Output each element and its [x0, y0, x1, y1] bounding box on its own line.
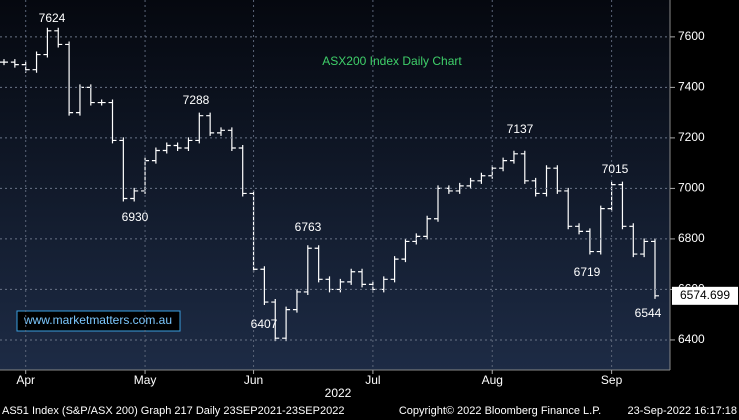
x-axis-label: 2022 [325, 386, 352, 400]
footer-center: Copyright© 2022 Bloomberg Finance L.P. [399, 405, 601, 417]
x-tick-label: Jun [244, 373, 263, 387]
price-bar [336, 278, 345, 293]
price-bar [119, 137, 128, 202]
y-tick-label: 7200 [678, 130, 705, 144]
last-price: 6574.699 [680, 288, 730, 302]
price-bar [640, 238, 649, 258]
price-bar [618, 181, 627, 230]
y-tick-label: 6400 [678, 332, 705, 346]
price-bar [358, 268, 367, 288]
price-bar [130, 187, 139, 202]
price-bar [173, 142, 182, 151]
price-bar [477, 172, 486, 184]
price-bar [542, 165, 551, 197]
price-bar [585, 228, 594, 255]
y-tick-label: 7600 [678, 29, 705, 43]
x-tick-label: Jul [365, 373, 380, 387]
x-tick-label: Aug [482, 373, 503, 387]
price-bar [292, 288, 301, 313]
price-bar [575, 223, 584, 235]
annotation: 6407 [251, 317, 278, 331]
price-bar [195, 112, 204, 144]
price-bar [651, 238, 659, 299]
price-bar [151, 147, 160, 164]
price-bar [206, 112, 215, 136]
price-bar [314, 245, 323, 283]
annotation: 7624 [39, 11, 66, 25]
plot-area [0, 0, 670, 370]
price-bar [520, 150, 529, 184]
footer-left: AS51 Index (S&P/ASX 200) Graph 217 Daily… [2, 405, 344, 417]
price-bar [32, 51, 41, 73]
annotation: 6763 [295, 220, 322, 234]
price-bar [162, 142, 171, 154]
annotation: 6544 [635, 306, 662, 320]
price-bar [271, 299, 280, 342]
price-bar [466, 177, 475, 189]
price-bar [499, 157, 508, 172]
x-tick-label: May [134, 373, 157, 387]
footer-right: 23-Sep-2022 16:17:18 [628, 405, 737, 417]
price-bar [347, 268, 356, 285]
price-bar [65, 41, 74, 116]
price-bar [629, 223, 638, 258]
price-bar [260, 266, 269, 306]
price-bar [282, 306, 291, 342]
price-bar [184, 137, 193, 151]
price-bar [238, 145, 247, 197]
chart-title: ASX200 Index Daily Chart [322, 54, 462, 68]
y-tick-label: 7400 [678, 80, 705, 94]
price-bar [564, 187, 573, 230]
x-tick-label: Apr [16, 373, 35, 387]
y-tick-label: 6800 [678, 231, 705, 245]
price-bar [10, 59, 19, 68]
price-bar [423, 215, 432, 240]
x-tick-label: Sep [601, 373, 623, 387]
annotation: 6930 [122, 210, 149, 224]
price-bar [227, 127, 236, 151]
price-bar [509, 150, 518, 164]
price-bar [108, 99, 117, 144]
annotation: 7015 [602, 162, 629, 176]
price-bar [531, 177, 540, 197]
price-bar [553, 165, 562, 194]
price-bar [54, 27, 63, 48]
price-bar [303, 245, 312, 295]
annotation: 7288 [183, 93, 210, 107]
price-bar [97, 99, 106, 106]
last-price-box [672, 286, 738, 305]
watermark-box [16, 310, 181, 332]
annotation: 7137 [507, 122, 534, 136]
watermark: www.marketmatters.com.au [23, 313, 172, 327]
price-bar [43, 27, 52, 58]
price-bar [455, 182, 464, 194]
price-bar [390, 256, 399, 283]
price-bar [0, 59, 8, 66]
price-bar [217, 127, 225, 136]
price-bar [401, 238, 410, 263]
price-bar [596, 205, 605, 255]
annotation: 6719 [574, 265, 601, 279]
y-tick-label: 7000 [678, 181, 705, 195]
